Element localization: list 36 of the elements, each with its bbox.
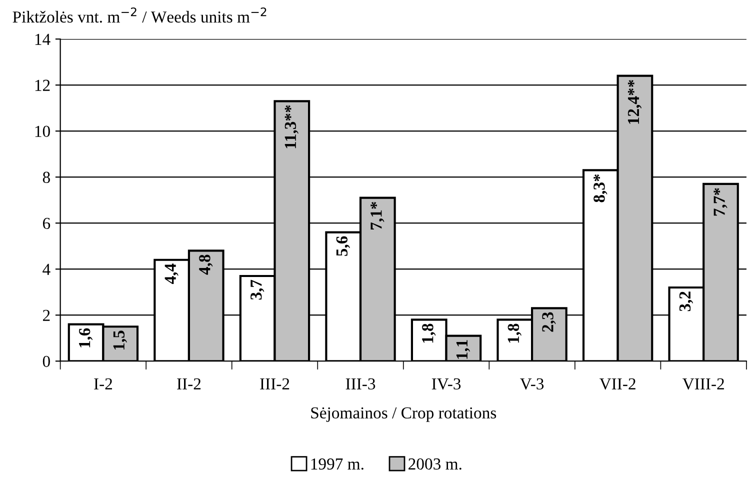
x-tick-label: IV-3 [432,378,461,390]
x-tick-label: V-3 [520,378,544,390]
data-label: 1,5 [113,330,127,350]
y-tick-label: 6 [42,218,50,230]
y-tick-label: 12 [35,80,50,91]
data-label: 3,7 [250,280,264,300]
data-label: 1,8 [422,324,436,343]
data-label: 1,1 [456,340,470,359]
data-label: 1,6 [79,328,93,348]
y-tick-label: 4 [42,264,50,275]
x-tick-label: VII-2 [599,378,636,390]
y-tick-label: 0 [42,356,50,368]
data-label: 8,3* [594,174,608,202]
x-tick-label: III-3 [346,378,376,390]
x-tick-label: III-2 [260,378,290,390]
x-tick-label: VIII-2 [682,378,724,390]
y-tick-label: 10 [35,126,50,138]
data-label: 2,3 [542,312,556,332]
legend-label: 1997 m. [311,458,364,470]
x-axis-title: Sėjomainos / Crop rotations [311,407,496,422]
data-label: 11,3** [284,105,298,148]
data-label: 3,2 [679,292,694,312]
data-label: 7,7* [714,188,728,216]
data-label: 5,6 [336,236,350,256]
data-label: 1,8 [508,324,522,343]
y-tick-label: 2 [42,310,50,321]
y-tick-label: 8 [42,172,50,184]
data-label: 4,8 [199,254,213,275]
y-tick-label: 14 [35,34,50,45]
data-label: 7,1* [370,202,384,230]
data-label: 4,4 [164,264,178,284]
data-label: 12,4** [628,80,642,124]
legend-label: 2003 m. [408,458,462,470]
x-tick-label: I-2 [94,378,112,390]
x-tick-label: II-2 [177,378,201,390]
y-axis-title: Piktžolės vnt. m$^{−2}$ / Weeds units m$^{−2}$ [12,7,266,23]
